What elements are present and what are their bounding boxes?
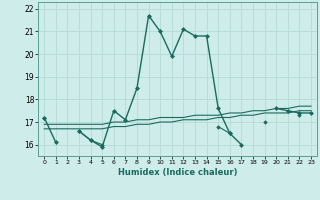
X-axis label: Humidex (Indice chaleur): Humidex (Indice chaleur) <box>118 168 237 177</box>
